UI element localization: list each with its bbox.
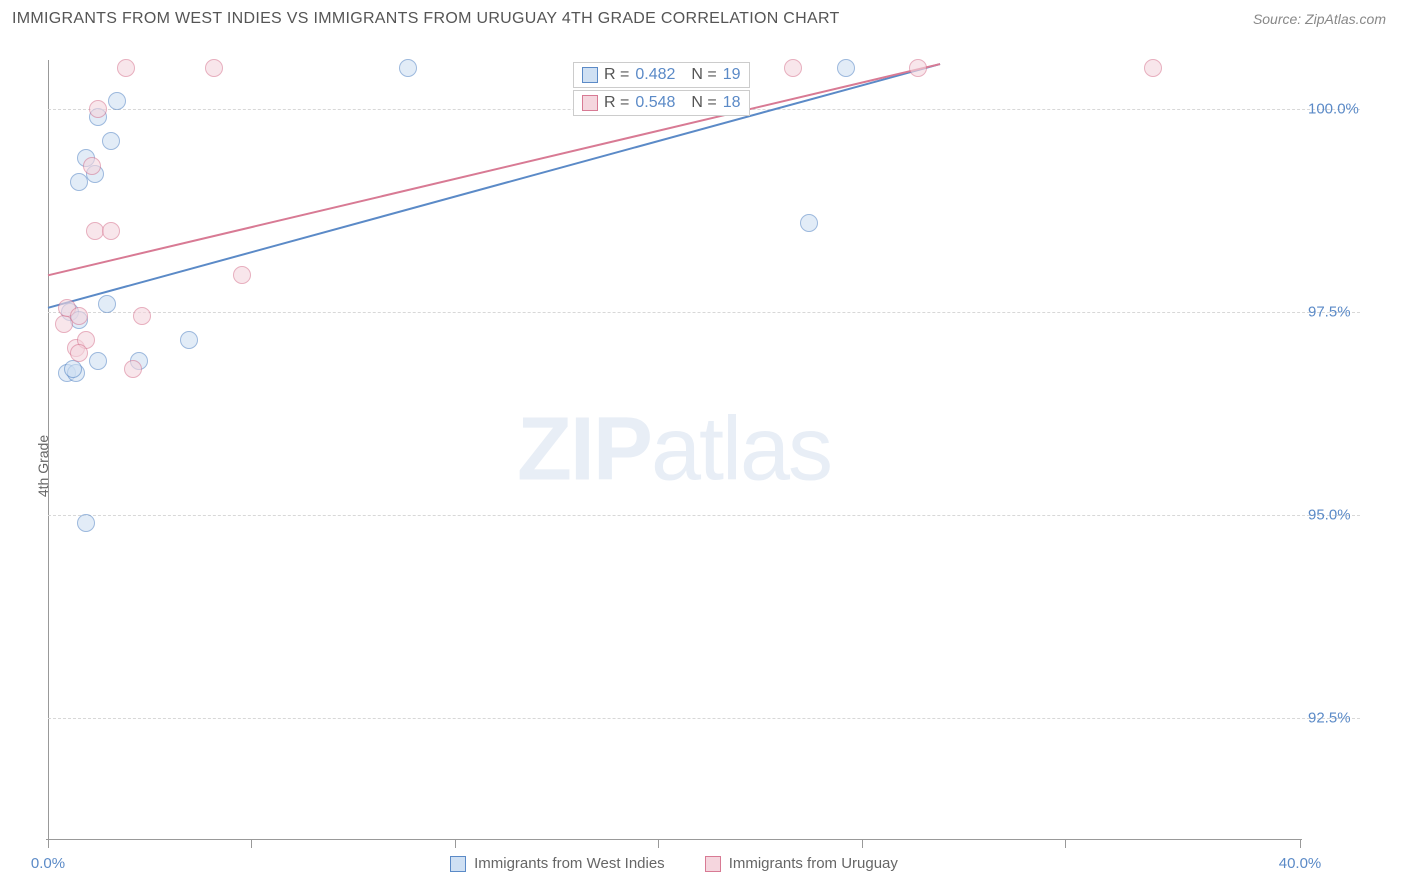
data-point <box>837 59 855 77</box>
data-point <box>64 360 82 378</box>
data-point <box>70 307 88 325</box>
stats-r-value: 0.482 <box>635 66 675 84</box>
x-tick <box>1065 840 1066 848</box>
stats-r-label: R = <box>604 94 629 112</box>
stats-n-label: N = <box>691 94 716 112</box>
bottom-legend: Immigrants from West Indies Immigrants fr… <box>48 855 1300 872</box>
x-tick <box>455 840 456 848</box>
stats-box: R = 0.548 N = 18 <box>573 90 750 116</box>
data-point <box>117 59 135 77</box>
y-tick-label: 100.0% <box>1308 100 1368 117</box>
data-point <box>233 266 251 284</box>
x-tick <box>251 840 252 848</box>
data-point <box>98 295 116 313</box>
y-tick-label: 95.0% <box>1308 507 1368 524</box>
y-tick-label: 92.5% <box>1308 710 1368 727</box>
legend-item: Immigrants from West Indies <box>450 855 665 872</box>
legend-swatch <box>705 856 721 872</box>
data-point <box>77 514 95 532</box>
x-tick <box>658 840 659 848</box>
data-point <box>399 59 417 77</box>
data-point <box>124 360 142 378</box>
stats-r-label: R = <box>604 66 629 84</box>
chart-source: Source: ZipAtlas.com <box>1253 11 1386 27</box>
chart-area: 4th Grade ZIPatlas 92.5%95.0%97.5%100.0%… <box>0 40 1406 892</box>
data-point <box>180 331 198 349</box>
x-tick <box>1300 840 1301 848</box>
stats-box: R = 0.482 N = 19 <box>573 62 750 88</box>
trend-overlay <box>48 60 1300 840</box>
data-point <box>800 214 818 232</box>
data-point <box>102 132 120 150</box>
stats-n-label: N = <box>691 66 716 84</box>
data-point <box>108 92 126 110</box>
data-point <box>83 157 101 175</box>
x-tick <box>862 840 863 848</box>
data-point <box>205 59 223 77</box>
data-point <box>89 352 107 370</box>
legend-label: Immigrants from West Indies <box>474 855 665 872</box>
x-tick <box>48 840 49 848</box>
data-point <box>89 100 107 118</box>
data-point <box>133 307 151 325</box>
legend-swatch <box>582 95 598 111</box>
plot-region: ZIPatlas 92.5%95.0%97.5%100.0%0.0%40.0%R… <box>48 60 1300 840</box>
trend-line <box>48 64 940 308</box>
legend-swatch <box>450 856 466 872</box>
stats-n-value: 19 <box>723 66 741 84</box>
data-point <box>784 59 802 77</box>
legend-label: Immigrants from Uruguay <box>729 855 898 872</box>
trend-line <box>48 64 940 275</box>
chart-title: IMMIGRANTS FROM WEST INDIES VS IMMIGRANT… <box>12 10 840 28</box>
stats-n-value: 18 <box>723 94 741 112</box>
legend-swatch <box>582 67 598 83</box>
data-point <box>102 222 120 240</box>
data-point <box>1144 59 1162 77</box>
legend-item: Immigrants from Uruguay <box>705 855 898 872</box>
y-tick-label: 97.5% <box>1308 303 1368 320</box>
data-point <box>909 59 927 77</box>
stats-r-value: 0.548 <box>635 94 675 112</box>
data-point <box>70 344 88 362</box>
chart-header: IMMIGRANTS FROM WEST INDIES VS IMMIGRANT… <box>0 0 1406 36</box>
